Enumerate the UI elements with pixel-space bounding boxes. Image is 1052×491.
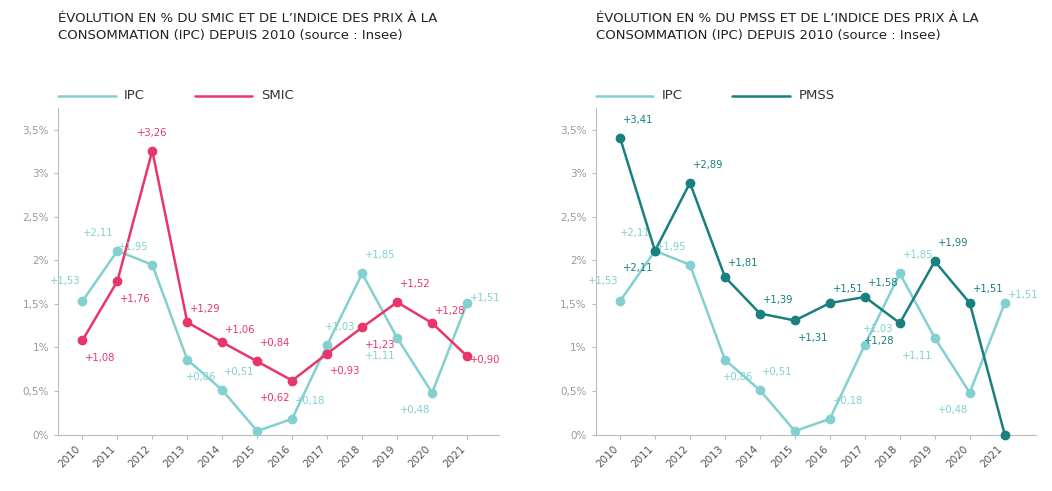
Text: +1,23: +1,23 bbox=[365, 340, 396, 350]
Text: +1,39: +1,39 bbox=[763, 295, 793, 305]
Text: PMSS: PMSS bbox=[798, 89, 834, 102]
Text: +1,31: +1,31 bbox=[797, 333, 828, 343]
Text: +1,51: +1,51 bbox=[470, 293, 501, 303]
Text: +1,03: +1,03 bbox=[863, 324, 893, 333]
Text: +2,11: +2,11 bbox=[621, 228, 651, 238]
Text: +1,95: +1,95 bbox=[118, 242, 148, 252]
Text: +0,86: +0,86 bbox=[185, 372, 216, 382]
Text: +1,95: +1,95 bbox=[655, 242, 687, 252]
Text: +1,58: +1,58 bbox=[868, 278, 898, 288]
Text: ÉVOLUTION EN % DU SMIC ET DE L’INDICE DES PRIX À LA
CONSOMMATION (IPC) DEPUIS 20: ÉVOLUTION EN % DU SMIC ET DE L’INDICE DE… bbox=[58, 12, 438, 42]
Text: SMIC: SMIC bbox=[261, 89, 294, 102]
Text: +1,51: +1,51 bbox=[972, 284, 1004, 294]
Text: +1,29: +1,29 bbox=[190, 303, 221, 314]
Text: +1,53: +1,53 bbox=[50, 275, 81, 286]
Text: +1,51: +1,51 bbox=[832, 284, 864, 294]
Text: +1,85: +1,85 bbox=[365, 250, 396, 260]
Text: +0,48: +0,48 bbox=[937, 406, 968, 415]
Text: +0,51: +0,51 bbox=[762, 367, 792, 377]
Text: +1,52: +1,52 bbox=[400, 279, 430, 289]
Text: +2,11: +2,11 bbox=[82, 228, 114, 238]
Text: ÉVOLUTION EN % DU PMSS ET DE L’INDICE DES PRIX À LA
CONSOMMATION (IPC) DEPUIS 20: ÉVOLUTION EN % DU PMSS ET DE L’INDICE DE… bbox=[595, 12, 978, 42]
Text: +1,08: +1,08 bbox=[85, 353, 116, 363]
Text: +3,26: +3,26 bbox=[137, 128, 167, 137]
Text: +0,62: +0,62 bbox=[260, 393, 290, 403]
Text: +0,86: +0,86 bbox=[723, 372, 753, 382]
Text: +0,18: +0,18 bbox=[295, 396, 325, 406]
Text: +0,51: +0,51 bbox=[224, 367, 255, 377]
Text: +0,90: +0,90 bbox=[470, 355, 501, 365]
Text: +1,06: +1,06 bbox=[225, 325, 256, 335]
Text: +2,89: +2,89 bbox=[693, 160, 724, 170]
Text: +1,81: +1,81 bbox=[728, 258, 758, 268]
Text: IPC: IPC bbox=[662, 89, 683, 102]
Text: +1,51: +1,51 bbox=[1008, 291, 1038, 300]
Text: +2,11: +2,11 bbox=[623, 264, 653, 273]
Text: +0,84: +0,84 bbox=[260, 338, 290, 348]
Text: +0,48: +0,48 bbox=[400, 406, 430, 415]
Text: +3,41: +3,41 bbox=[623, 114, 653, 125]
Text: IPC: IPC bbox=[124, 89, 145, 102]
Text: +1,99: +1,99 bbox=[937, 238, 968, 248]
Text: +1,11: +1,11 bbox=[903, 351, 933, 360]
Text: +1,03: +1,03 bbox=[325, 322, 356, 332]
Text: +0,93: +0,93 bbox=[330, 366, 361, 376]
Text: +1,76: +1,76 bbox=[120, 294, 150, 304]
Text: +1,11: +1,11 bbox=[365, 351, 396, 360]
Text: +1,28: +1,28 bbox=[864, 336, 894, 346]
Text: +1,28: +1,28 bbox=[434, 306, 465, 316]
Text: +1,85: +1,85 bbox=[903, 250, 933, 260]
Text: +1,53: +1,53 bbox=[588, 275, 619, 286]
Text: +0,18: +0,18 bbox=[832, 396, 863, 406]
